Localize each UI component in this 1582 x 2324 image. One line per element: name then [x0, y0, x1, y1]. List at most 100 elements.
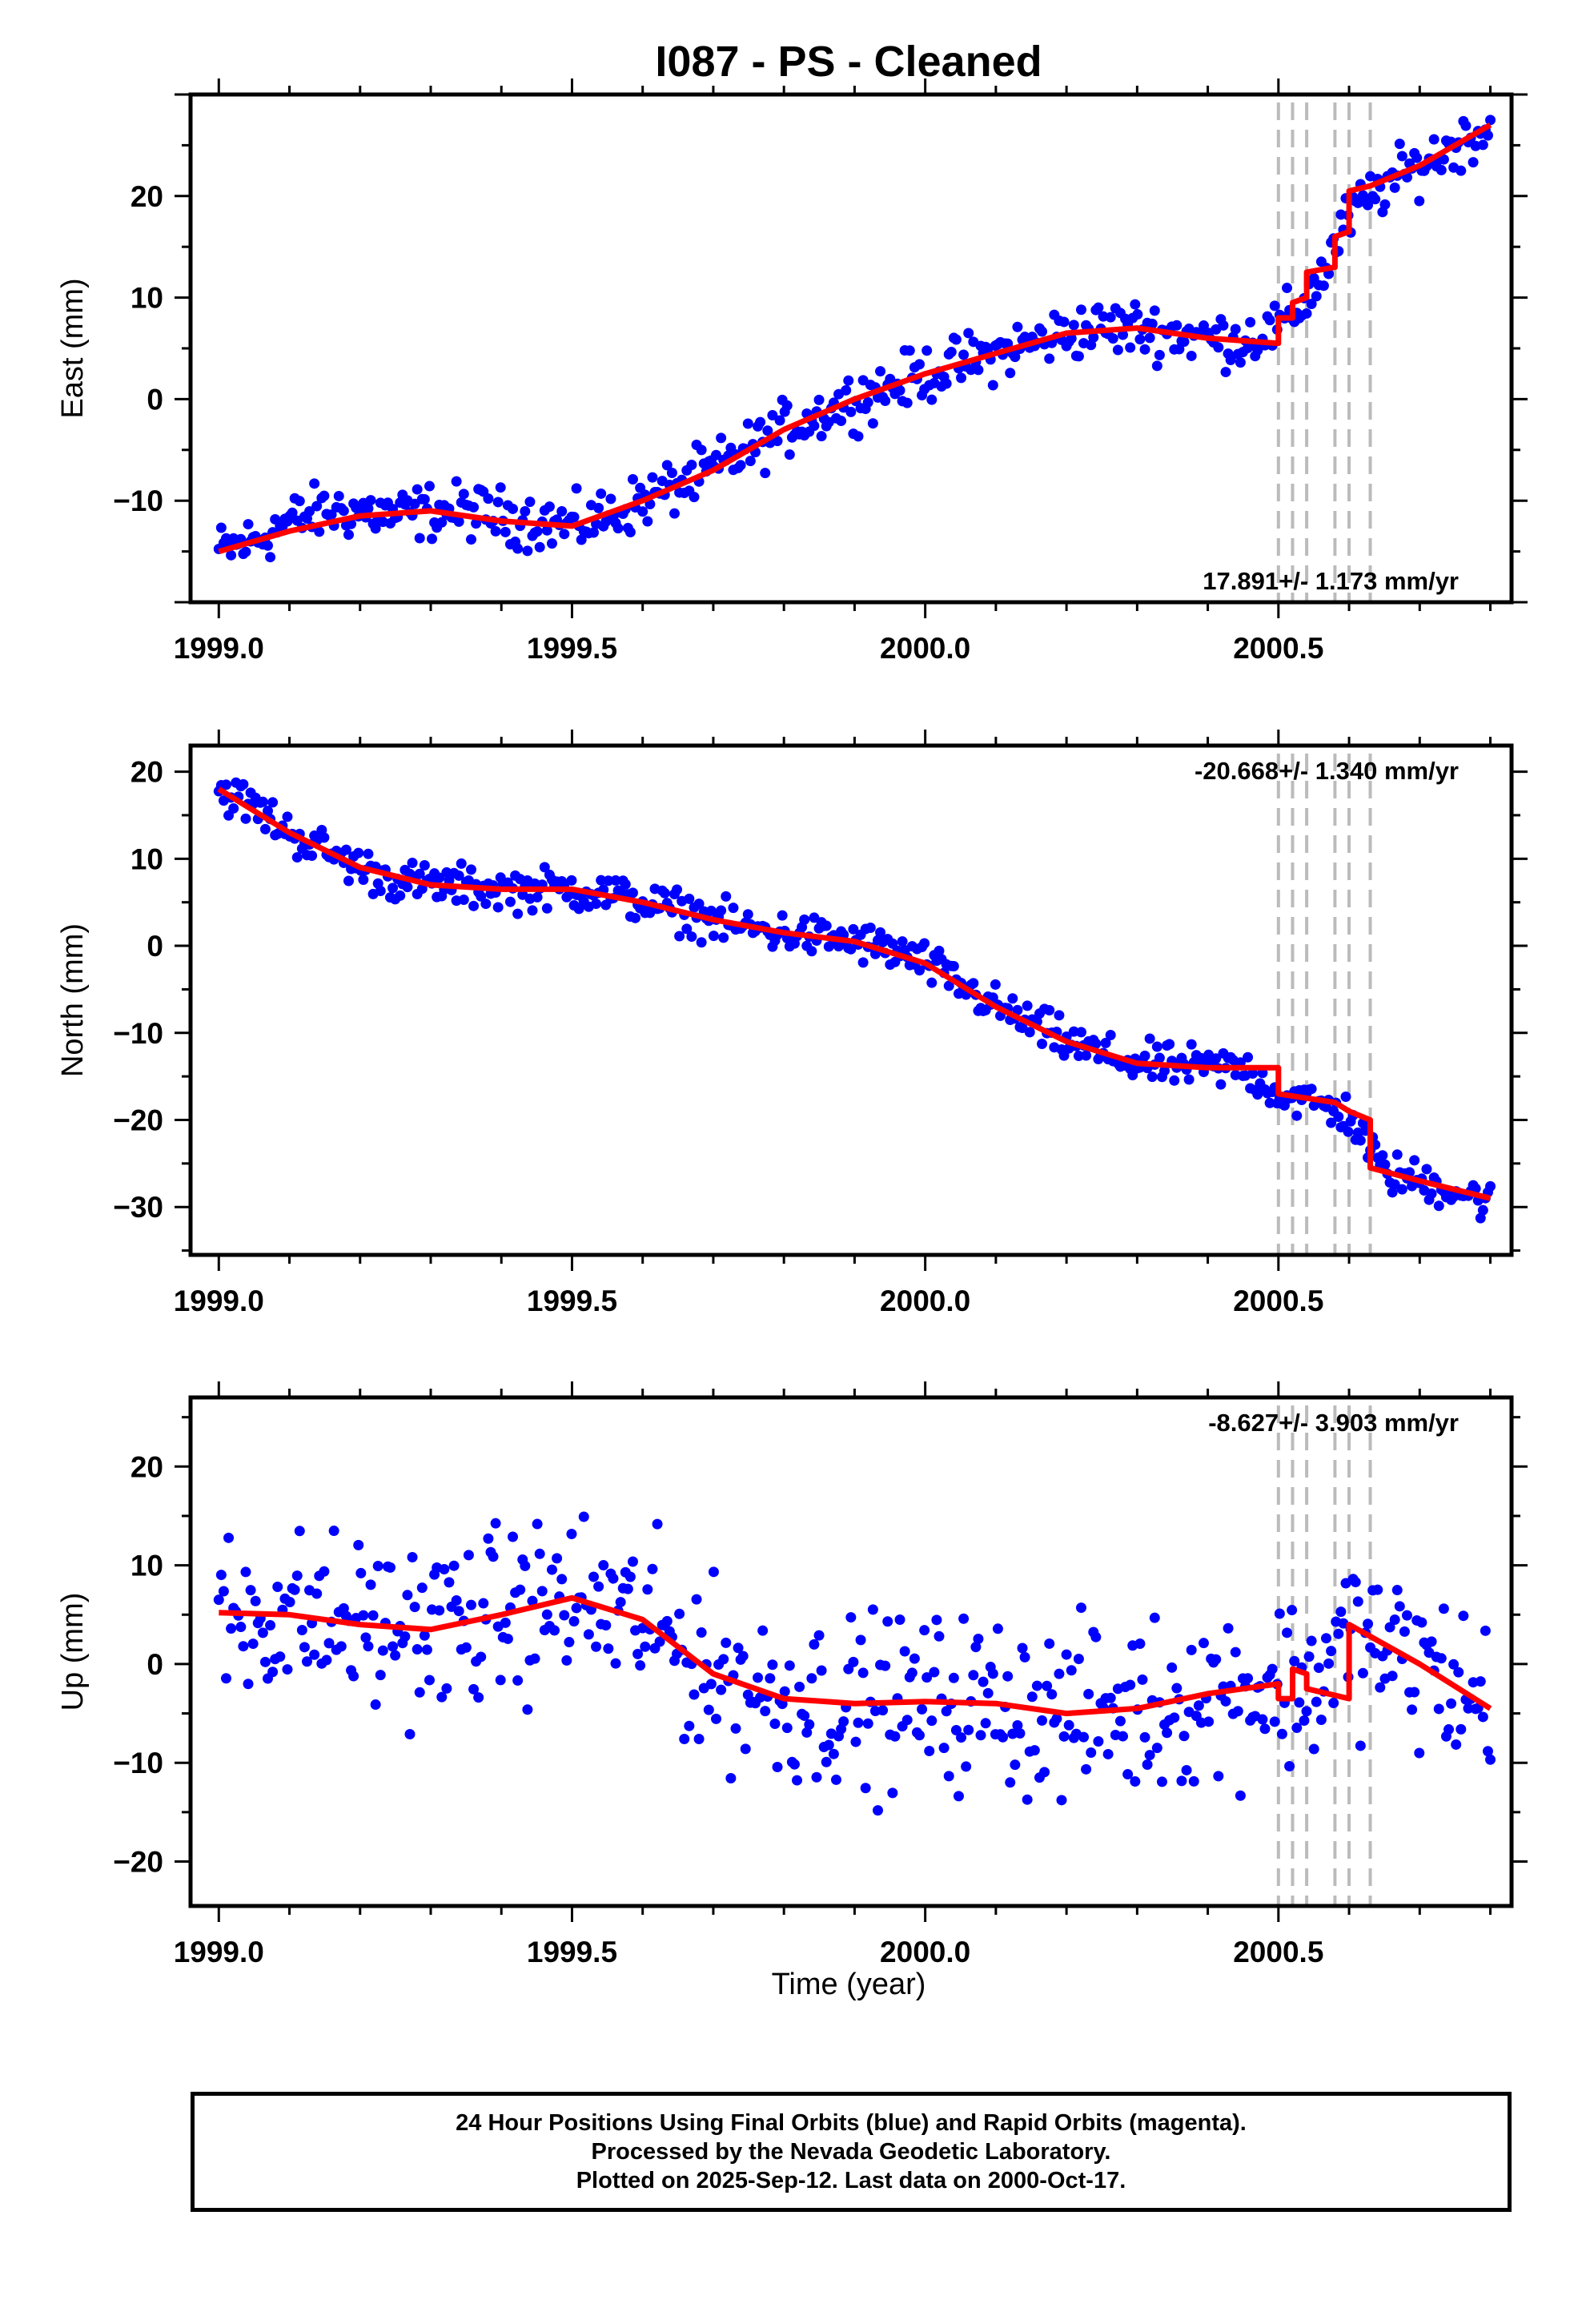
up-data-point — [220, 1673, 231, 1684]
east-data-point — [1379, 199, 1391, 210]
up-data-point — [275, 1651, 286, 1663]
north-data-point — [630, 912, 641, 923]
east-data-point — [1044, 353, 1055, 364]
east-data-point — [240, 546, 251, 557]
east-data-point — [1134, 334, 1146, 345]
up-data-point — [924, 1746, 935, 1757]
up-data-point — [375, 1670, 386, 1681]
east-data-point — [1411, 152, 1423, 163]
north-data-point — [1054, 1010, 1065, 1021]
north-data-point — [1409, 1155, 1420, 1166]
up-data-point — [289, 1584, 300, 1595]
up-data-point — [591, 1641, 602, 1652]
up-data-point — [1073, 1654, 1084, 1665]
up-data-point — [593, 1581, 604, 1592]
caption-line-1: 24 Hour Positions Using Final Orbits (bl… — [456, 2110, 1247, 2136]
north-data-point — [1477, 1204, 1488, 1216]
up-data-point — [1125, 1679, 1136, 1691]
east-data-point — [468, 501, 480, 513]
north-data-point — [307, 850, 318, 861]
up-data-point — [737, 1651, 749, 1662]
up-data-point — [600, 1620, 612, 1631]
east-data-point — [966, 364, 977, 376]
x-tick-label: 2000.5 — [1233, 632, 1323, 665]
up-data-point — [1333, 1628, 1344, 1639]
north-data-point — [693, 899, 705, 910]
up-data-point — [654, 1636, 665, 1647]
up-data-point — [527, 1595, 538, 1606]
up-data-point — [610, 1658, 621, 1669]
up-data-point — [929, 1667, 940, 1678]
east-data-point — [816, 431, 827, 442]
y-tick-label: −10 — [113, 1017, 163, 1050]
north-data-point — [353, 847, 364, 858]
up-data-point — [439, 1564, 450, 1575]
up-data-point — [453, 1606, 464, 1617]
up-data-point — [1350, 1577, 1361, 1588]
east-data-point — [520, 505, 531, 517]
east-data-point — [987, 380, 998, 391]
up-data-point — [245, 1585, 256, 1596]
east-data-point — [1125, 342, 1136, 353]
up-data-point — [468, 1683, 480, 1695]
north-data-point — [1326, 1117, 1337, 1128]
up-data-point — [250, 1595, 261, 1606]
up-data-point — [1320, 1633, 1331, 1644]
east-data-point — [544, 501, 555, 513]
up-data-point — [1414, 1747, 1425, 1759]
east-data-point — [784, 449, 795, 460]
east-data-point — [309, 478, 320, 489]
up-data-point — [1384, 1622, 1395, 1633]
east-data-point — [1269, 300, 1280, 312]
up-data-point — [1259, 1723, 1271, 1735]
up-data-point — [1220, 1695, 1231, 1707]
up-data-point — [934, 1630, 945, 1642]
east-data-point — [451, 476, 462, 487]
up-data-point — [794, 1681, 805, 1692]
up-data-point — [872, 1805, 883, 1816]
east-data-point — [556, 506, 568, 517]
north-data-point — [407, 857, 418, 868]
east-data-point — [696, 444, 707, 456]
up-data-point — [652, 1518, 663, 1530]
east-data-point — [1144, 332, 1155, 344]
up-data-point — [914, 1730, 926, 1741]
up-data-point — [813, 1630, 825, 1641]
north-data-point — [512, 908, 524, 919]
east-data-point — [419, 494, 430, 505]
up-data-point — [757, 1625, 769, 1636]
east-data-point — [875, 366, 886, 377]
north-data-point — [1377, 1150, 1388, 1161]
north-data-point — [914, 965, 926, 976]
north-data-point — [1183, 1074, 1195, 1085]
east-data-point — [490, 525, 501, 537]
up-data-point — [409, 1602, 420, 1613]
north-data-point — [603, 875, 614, 887]
up-data-point — [906, 1667, 917, 1679]
up-data-point — [632, 1648, 644, 1659]
up-data-point — [328, 1526, 339, 1537]
up-data-point — [552, 1553, 563, 1564]
east-data-point — [1428, 134, 1439, 145]
north-data-point — [262, 806, 273, 817]
up-data-point — [779, 1686, 790, 1697]
north-data-point — [363, 848, 374, 859]
north-data-point — [566, 875, 577, 886]
east-data-point — [492, 497, 504, 508]
up-data-point — [463, 1550, 474, 1561]
up-data-point — [296, 1624, 307, 1635]
east-data-point — [809, 420, 820, 432]
up-data-point — [465, 1599, 476, 1610]
up-data-point — [1451, 1739, 1462, 1750]
east-panel: 1999.0 1999.5 2000.0 2000.5 −10 0 10 20 East (mm… — [56, 78, 1528, 665]
north-data-point — [1389, 1179, 1400, 1190]
north-data-point — [1007, 993, 1018, 1004]
up-data-point — [1039, 1767, 1050, 1778]
up-data-point — [1090, 1631, 1102, 1642]
up-data-point — [1482, 1746, 1493, 1757]
up-data-point — [299, 1642, 310, 1653]
y-tick-label: −10 — [113, 485, 163, 517]
east-data-point — [774, 415, 785, 426]
north-data-point — [1333, 1112, 1344, 1123]
east-data-point — [546, 538, 557, 549]
